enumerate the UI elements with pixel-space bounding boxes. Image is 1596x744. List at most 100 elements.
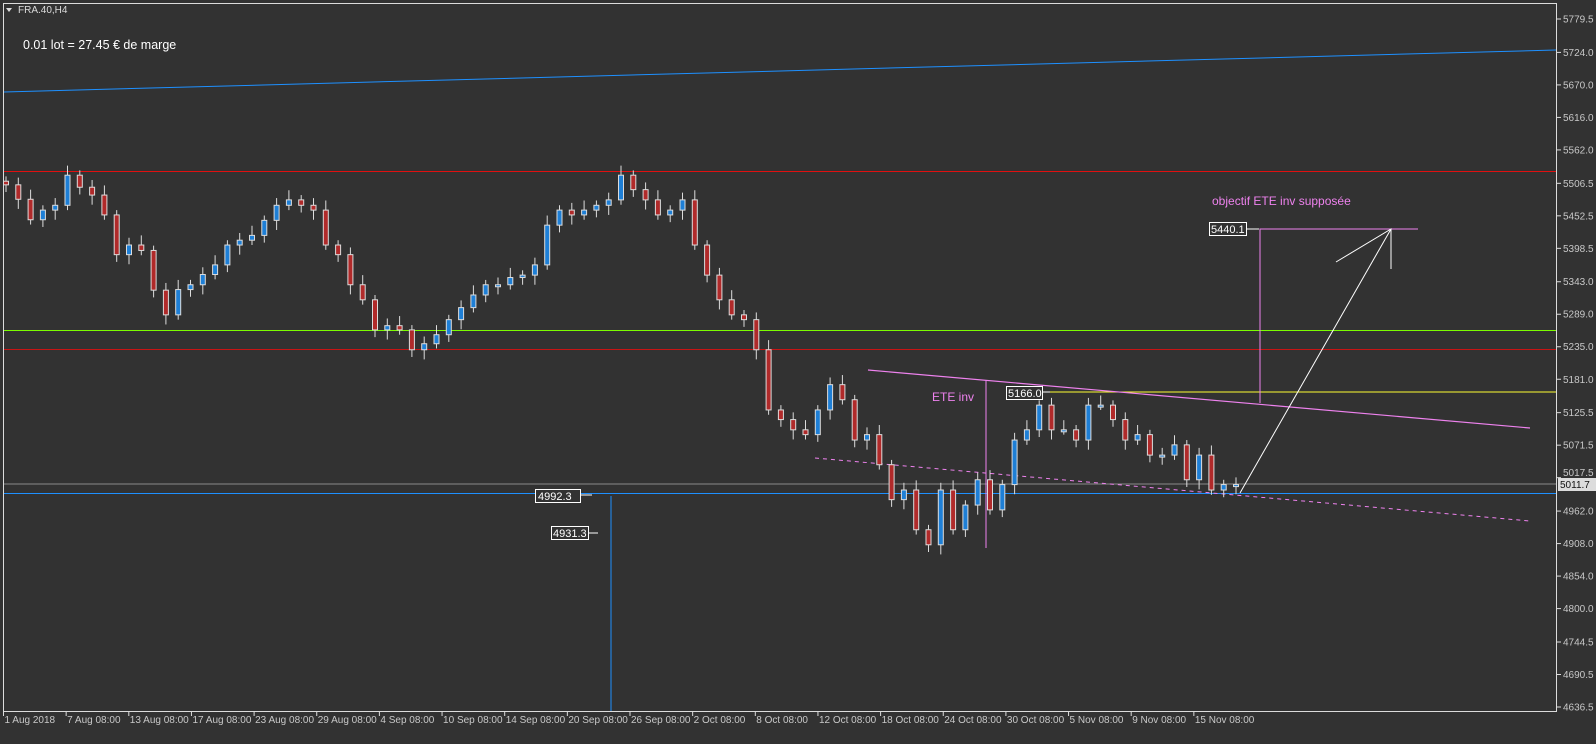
candle — [187, 279, 194, 297]
bull-candle-body — [212, 264, 219, 276]
y-tick-label: 5506.5 — [1563, 179, 1594, 190]
bear-candle-body — [802, 429, 809, 436]
candle — [1233, 477, 1239, 495]
candle — [876, 424, 883, 470]
price-axis[interactable]: 5779.5 5724.0 5670.0 5616.0 5562.0 5506.5 5452… — [1557, 15, 1594, 714]
bear-candle-body — [113, 214, 120, 256]
candle — [1097, 395, 1104, 410]
bull-candle-body — [531, 264, 538, 276]
bull-candle-body — [421, 343, 428, 351]
x-tick-label: 15 Nov 08:00 — [1195, 715, 1255, 726]
bull-candle-body — [224, 244, 231, 266]
y-tick-label: 5289.0 — [1563, 310, 1594, 321]
bear-candle-body — [753, 319, 760, 351]
bear-candle-body — [790, 419, 797, 431]
x-tick-label: 23 Aug 08:00 — [255, 715, 314, 726]
candle — [679, 192, 686, 220]
bull-candle-body — [199, 274, 206, 286]
bull-candle-body — [900, 489, 907, 501]
upper-trend-line[interactable] — [3, 49, 1557, 93]
bull-candle-body — [458, 307, 465, 321]
candle — [89, 180, 96, 205]
x-tick-label: 5 Nov 08:00 — [1070, 715, 1124, 726]
triangle-down-icon[interactable] — [6, 8, 12, 12]
bull-candle-body — [64, 174, 71, 206]
target-projection-line[interactable] — [1259, 228, 1418, 403]
bull-candle-body — [1060, 429, 1067, 433]
candle — [593, 200, 600, 218]
price-label-5440[interactable]: 5440.1 — [1209, 222, 1260, 237]
candle — [716, 267, 723, 310]
candle — [802, 420, 809, 440]
x-tick-label: 14 Sep 08:00 — [506, 715, 566, 726]
target-label: objectif ETE inv supposée — [1212, 194, 1351, 208]
bear-candle-body — [987, 479, 993, 511]
price-label-4931[interactable]: 4931.3 — [551, 526, 599, 541]
candle — [790, 412, 797, 440]
y-tick-label: 4690.5 — [1563, 670, 1594, 681]
candle — [568, 202, 575, 225]
bear-candle-body — [27, 198, 34, 221]
bull-candle-body — [1196, 454, 1203, 481]
neckline-trend-line[interactable] — [867, 369, 1531, 429]
bull-candle-body — [261, 219, 268, 236]
bear-candle-body — [15, 184, 22, 200]
candle — [1196, 447, 1203, 490]
price-label-5166[interactable]: 5166.0 — [1006, 386, 1051, 401]
candle — [950, 480, 957, 535]
bull-candle-body — [679, 199, 686, 211]
bear-candle-body — [777, 409, 784, 421]
candle — [839, 375, 846, 405]
y-tick-label: 5398.5 — [1563, 244, 1594, 255]
y-tick-label: 5343.0 — [1563, 277, 1594, 288]
bear-candle-body — [101, 194, 108, 216]
x-tick-label: 9 Nov 08:00 — [1132, 715, 1186, 726]
candle — [458, 300, 465, 330]
bear-candle-body — [298, 199, 305, 206]
candle — [654, 190, 661, 220]
bear-candle-body — [1073, 429, 1080, 441]
y-tick-label: 5670.0 — [1563, 80, 1594, 91]
svg-text:5440.1: 5440.1 — [1211, 224, 1245, 236]
bull-candle-body — [236, 239, 243, 246]
bear-candle-body — [888, 464, 895, 501]
time-axis[interactable]: 1 Aug 2018 7 Aug 08:00 13 Aug 08:00 17 Aug … — [3, 712, 1255, 726]
bull-candle-body — [445, 319, 452, 336]
candle — [298, 195, 305, 213]
candle — [691, 190, 698, 250]
candle — [372, 294, 378, 338]
candle — [396, 316, 403, 335]
bull-candle-body — [126, 244, 132, 256]
candle — [359, 275, 366, 305]
candle — [581, 200, 588, 220]
svg-text:4931.3: 4931.3 — [553, 528, 587, 540]
candle — [273, 198, 280, 230]
candle — [544, 215, 551, 270]
candle — [199, 267, 206, 295]
bear-candle-body — [654, 199, 661, 216]
bear-candle-body — [89, 186, 96, 196]
candle — [52, 198, 59, 220]
x-tick-label: 12 Oct 08:00 — [819, 715, 877, 726]
candle — [1220, 479, 1227, 498]
candle — [900, 482, 907, 510]
bull-candle-body — [581, 209, 588, 216]
candle — [531, 257, 538, 285]
candle — [1036, 400, 1043, 438]
price-label-4992[interactable]: 4992.3 — [535, 489, 593, 504]
candle — [1023, 420, 1030, 445]
bull-candle-body — [974, 479, 981, 506]
bull-candle-body — [52, 204, 59, 211]
candle — [162, 282, 169, 325]
target-arrow[interactable] — [1239, 228, 1392, 494]
candle — [851, 394, 858, 448]
bear-candle-body — [1110, 404, 1116, 421]
svg-text:5166.0: 5166.0 — [1008, 388, 1042, 400]
bull-candle-body — [482, 284, 489, 296]
candle — [224, 240, 231, 273]
candle — [113, 210, 120, 262]
candle — [212, 255, 219, 280]
margin-info-text: 0.01 lot = 27.45 € de marge — [23, 38, 176, 52]
x-tick-label: 2 Oct 08:00 — [694, 715, 746, 726]
